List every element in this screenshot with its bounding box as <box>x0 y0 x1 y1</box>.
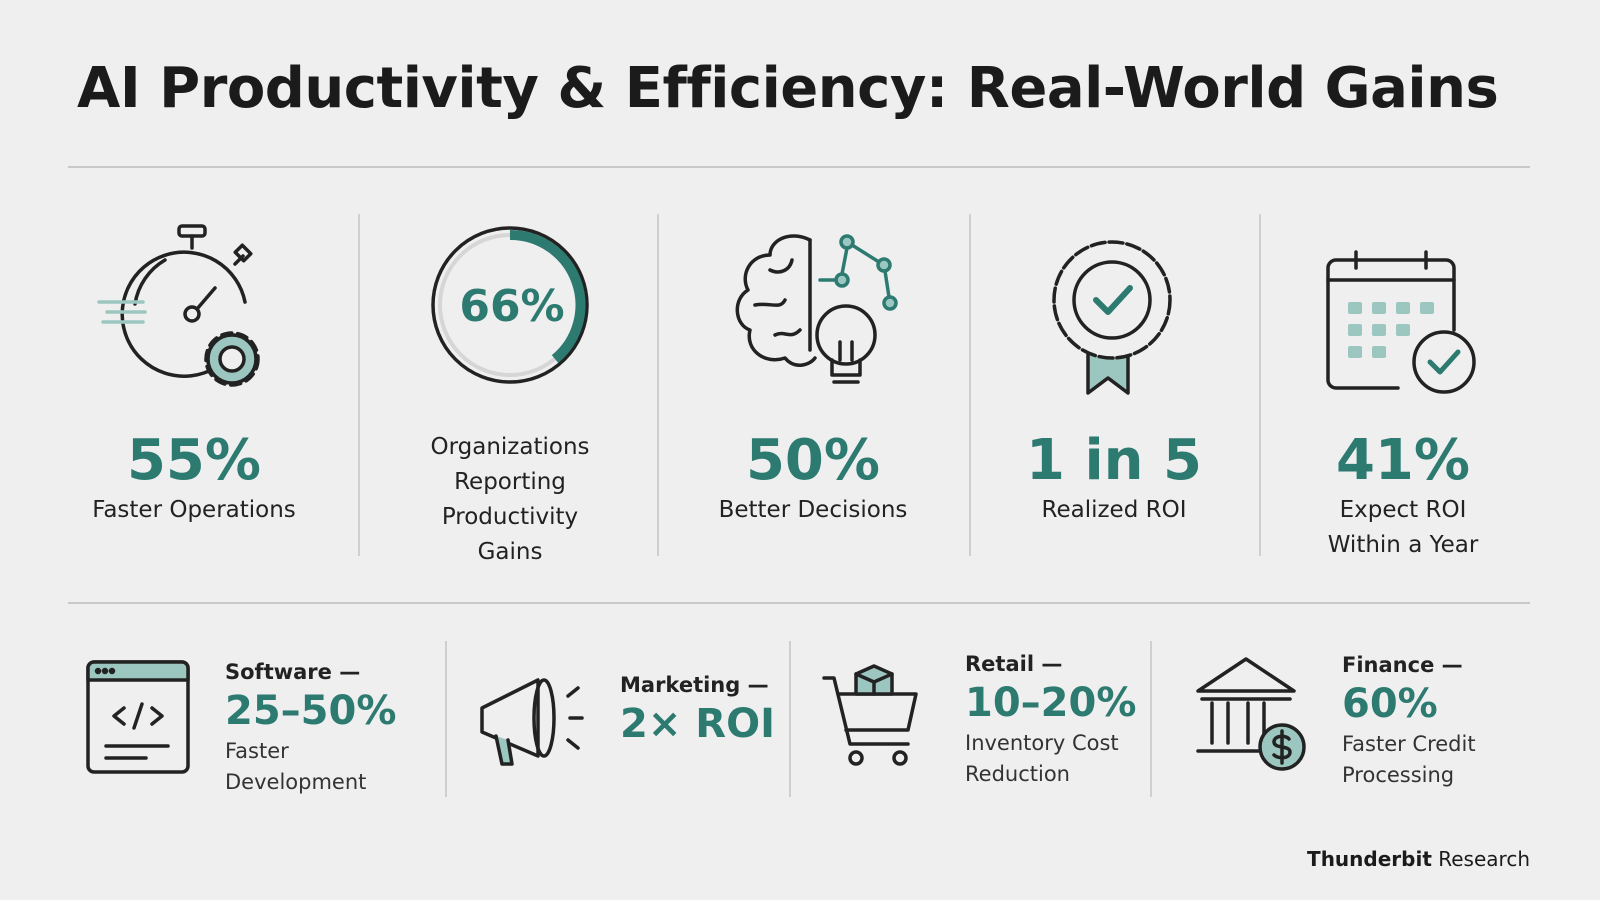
industry: Retail — 10–20% Inventory Cost Reduction <box>965 652 1155 790</box>
stat-label: Expect ROI Within a Year <box>1327 497 1479 558</box>
brain-icon <box>735 234 898 384</box>
code-window-icon <box>86 660 190 774</box>
industry: Marketing — 2× ROI <box>620 673 775 749</box>
divider <box>969 214 971 556</box>
sector: Software — <box>225 660 361 684</box>
sector: Marketing — <box>620 673 769 697</box>
divider <box>1259 214 1261 556</box>
stopwatch-icon <box>97 224 260 387</box>
stat: 41% Expect ROI Within a Year <box>1320 428 1486 563</box>
stat-value: 1 in 5 <box>1026 428 1202 493</box>
cart-icon <box>822 664 918 766</box>
industry-value: 60% <box>1342 681 1438 727</box>
industry-value: 25–50% <box>225 688 397 734</box>
stat: 55% Faster Operations <box>54 428 334 528</box>
divider <box>358 214 360 556</box>
stat-value: 55% <box>126 428 262 493</box>
footer-brand: Thunderbit <box>1307 847 1432 871</box>
industry: Finance — 60% Faster Credit Processing <box>1342 653 1482 791</box>
divider <box>68 166 1530 168</box>
title: AI Productivity & Efficiency: Real-World… <box>77 56 1499 121</box>
divider <box>445 641 447 797</box>
badge-icon <box>1052 240 1172 395</box>
industry-value: 10–20% <box>965 680 1137 726</box>
stat: 1 in 5 Realized ROI <box>974 428 1254 528</box>
divider <box>68 602 1530 604</box>
industry-label: Inventory Cost Reduction <box>965 731 1119 786</box>
industry-value: 2× ROI <box>620 701 775 747</box>
stat: 50% Better Decisions <box>673 428 953 528</box>
sector: Retail — <box>965 652 1063 676</box>
bank-icon <box>1196 657 1306 771</box>
footer-suffix: Research <box>1438 847 1530 871</box>
calendar-icon <box>1326 250 1476 394</box>
industry-label: Faster Credit Processing <box>1342 732 1476 787</box>
stat-value: 41% <box>1335 428 1471 493</box>
divider <box>789 641 791 797</box>
megaphone-icon <box>480 678 584 766</box>
divider <box>657 214 659 556</box>
footer: Thunderbit Research <box>1307 847 1530 871</box>
ring-value: 66% <box>459 281 564 332</box>
ring-icon: 66% <box>431 226 589 384</box>
industry: Software — 25–50% Faster Development <box>225 660 415 798</box>
industry-label: Faster Development <box>225 739 367 794</box>
divider <box>1150 641 1152 797</box>
stat-label: Better Decisions <box>718 497 908 523</box>
stat-value: 50% <box>745 428 881 493</box>
stat-label: Organizations Reporting Productivity Gai… <box>430 434 590 565</box>
stat-label: Faster Operations <box>92 497 296 523</box>
sector: Finance — <box>1342 653 1463 677</box>
stat-label: Realized ROI <box>1041 497 1187 523</box>
stat: Organizations Reporting Productivity Gai… <box>410 430 610 570</box>
